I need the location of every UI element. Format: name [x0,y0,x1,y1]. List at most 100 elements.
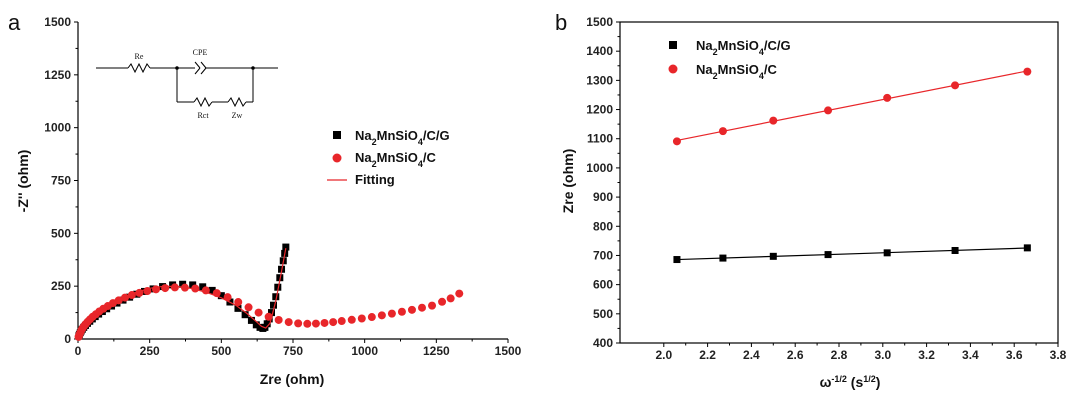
data-point-circle [329,318,338,327]
x-tick-label: 250 [140,344,160,358]
panel-b: b 2.0 2.2 2.4 2.6 2.8 3.0 3.2 3.4 3.6 3.8 400 500 60… [555,10,1067,390]
y-tick-label: 500 [51,226,71,240]
legend-b-series-1: Na2MnSiO4/C/G [696,38,791,57]
legend-a-series-3: Fitting [355,172,395,187]
equivalent-circuit-inset: Re CPE Rct Zw [96,48,278,120]
panel-b-y-axis-title: Zre (ohm) [560,149,576,214]
data-point-square [272,293,280,301]
x-tick-label: 3.8 [1050,348,1067,362]
data-point-circle [234,298,243,307]
panel-a-label: a [8,10,21,35]
data-point-square [673,256,681,264]
panel-a-plot-area [74,243,464,341]
panel-b-legend: Na2MnSiO4/C/G Na2MnSiO4/C [668,38,791,81]
panel-b-plot-area [672,67,1032,264]
x-tick-label: 3.0 [874,348,891,362]
y-tick-label: 700 [593,248,613,262]
data-point-circle [320,318,329,327]
y-tick-label: 250 [51,279,71,293]
legend-a-series-2: Na2MnSiO4/C [355,150,436,169]
data-point-circle [951,81,960,90]
y-tick-label: 1300 [586,73,613,87]
data-point-circle [397,307,406,316]
resistor-rct-icon [193,96,213,108]
panel-a-x-axis-title: Zre (ohm) [260,371,325,387]
data-point-circle [407,305,416,314]
panel-a-legend: Na2MnSiO4/C/G Na2MnSiO4/C Fitting [327,128,450,187]
data-point-square [252,321,260,329]
data-point-circle [455,289,464,298]
x-tick-label: 3.2 [918,348,935,362]
data-point-circle [311,319,320,328]
y-tick-label: 400 [593,336,613,350]
data-point-square [282,243,290,251]
fit-line-series-1 [676,70,1028,141]
data-point-circle [418,303,426,312]
data-point-circle [347,315,356,324]
data-point-circle [718,127,727,136]
data-point-square [883,249,891,257]
x-tick-label: 1500 [495,344,522,358]
x-tick-label: 3.4 [962,348,979,362]
data-point-square [1023,244,1031,252]
y-tick-label: 600 [593,278,613,292]
data-point-circle [1023,67,1032,76]
y-tick-label: 1250 [44,68,71,82]
fit-line-series-2 [77,248,287,340]
data-point-circle [883,93,892,102]
panel-a-y-axis-title: -Z'' (ohm) [15,150,31,213]
data-point-square [189,281,197,289]
data-point-circle [294,319,303,328]
x-tick-label: 2.4 [743,348,760,362]
y-tick-label: 900 [593,190,613,204]
data-point-circle [377,311,386,320]
x-tick-label: 1000 [351,344,378,358]
legend-circle-marker-icon [332,153,342,163]
data-point-square [719,254,727,262]
data-point-circle [303,319,312,328]
legend-square-marker-icon [333,131,341,139]
legend-b-series-2: Na2MnSiO4/C [696,62,777,81]
data-point-square [199,283,207,291]
resistor-re-icon [127,62,151,74]
data-point-circle [769,116,778,125]
legend-a-series-1: Na2MnSiO4/C/G [355,128,450,147]
data-point-square [241,311,249,319]
x-tick-label: 2.8 [831,348,848,362]
y-tick-label: 1000 [586,161,613,175]
data-point-square [824,251,832,259]
data-point-circle [170,283,179,292]
y-tick-label: 0 [64,332,71,346]
panel-a-axes: 0 250 500 750 1000 1250 1500 0 250 500 750 1000 1250… [44,15,521,358]
data-point-circle [161,284,170,293]
data-point-square [769,252,777,260]
y-tick-label: 1500 [44,15,71,29]
data-point-circle [223,293,232,302]
data-point-square [268,309,275,317]
x-tick-label: 750 [283,344,303,358]
panel-b-axes: 2.0 2.2 2.4 2.6 2.8 3.0 3.2 3.4 3.6 3.8 400 500 600 7… [586,15,1066,362]
y-tick-label: 800 [593,219,613,233]
panel-a: a 0 250 500 750 1000 1250 1500 0 250 500 750 1000 12… [8,10,522,387]
data-point-circle [672,137,681,146]
data-point-circle [337,317,346,326]
data-point-square [274,283,282,291]
y-tick-label: 1200 [586,103,613,117]
x-tick-label: 2.6 [787,348,804,362]
data-point-circle [284,318,293,327]
fit-line-series-0 [676,247,1028,261]
x-tick-label: 2.0 [655,348,672,362]
data-point-circle [254,308,263,317]
y-tick-label: 1500 [586,15,613,29]
legend-square-marker-icon [669,41,677,49]
data-point-square [270,301,278,309]
circuit-label-rct: Rct [197,111,209,120]
data-point-circle [367,313,376,322]
circuit-label-cpe: CPE [193,48,208,57]
data-point-circle [428,301,437,310]
x-tick-label: 2.2 [699,348,716,362]
x-tick-label: 500 [211,344,231,358]
plot-frame [619,21,1059,344]
y-tick-label: 1100 [587,132,613,146]
